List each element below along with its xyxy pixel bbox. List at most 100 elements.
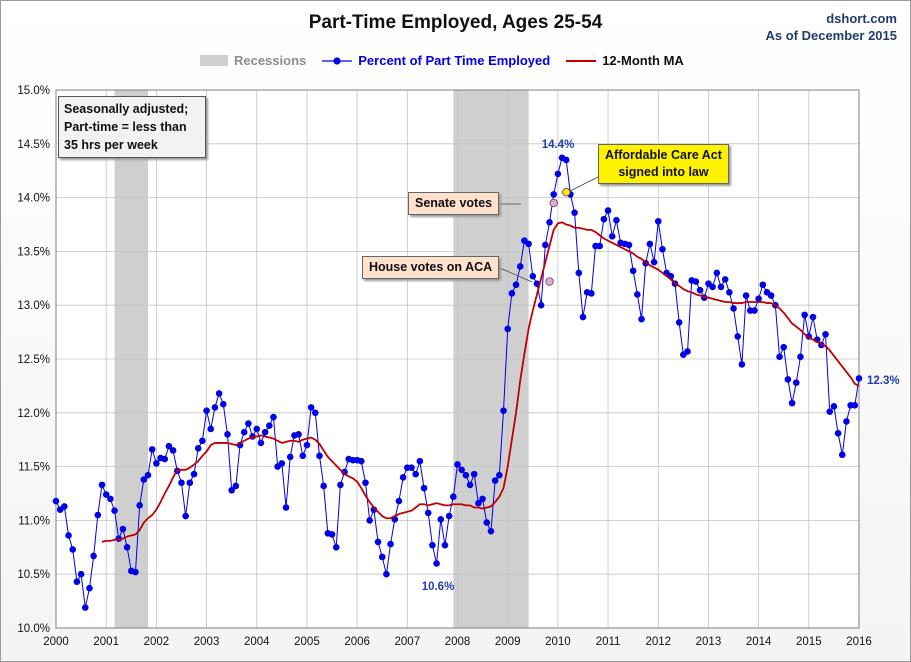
y-tick-label: 14.5% [17,139,50,151]
y-tick-label: 13.0% [17,300,50,312]
data-point [253,425,261,433]
y-tick-label: 12.5% [17,354,50,366]
data-point [433,560,440,567]
data-point [441,541,449,549]
data-point [362,479,369,487]
data-point [721,276,729,283]
data-point [136,502,143,509]
data-point [529,272,537,280]
data-point [759,281,767,289]
data-point [838,451,846,459]
data-point [608,233,616,240]
data-point [424,509,432,517]
data-point [81,604,89,611]
data-point [730,305,737,312]
y-tick-label: 10.0% [17,623,50,635]
data-point [312,409,319,417]
note-line-1: Seasonally adjusted; [64,102,189,116]
data-point [659,245,666,253]
data-point [199,437,206,445]
data-point [504,325,511,333]
data-point [295,431,302,438]
data-point [625,241,633,249]
data-point [596,242,603,250]
data-point [148,446,156,453]
x-tick-labels: 2000 2001 2002 2003 2004 2005 2006 2007 2008 2009… [43,636,872,648]
data-point [190,470,198,478]
house-votes-callout: House votes on ACA [362,256,500,279]
data-point [123,544,131,551]
data-point [500,407,507,414]
data-point [675,319,683,326]
data-point [809,313,817,321]
data-point [73,578,81,586]
x-tick-label: 2001 [93,636,119,648]
event-markers [545,188,571,286]
data-point [851,401,859,409]
data-point [228,486,235,494]
data-point [742,292,750,299]
data-point [684,348,691,355]
x-tick-label: 2003 [194,636,220,648]
data-point [178,479,185,487]
data-point [144,471,152,479]
x-tick-label: 2007 [395,636,421,648]
data-point [219,400,227,408]
data-point [337,481,344,489]
aca-signed-callout: Affordable Care Act signed into law [598,144,729,184]
data-point [788,399,796,407]
data-point [303,441,311,449]
data-point [604,207,612,214]
data-point [692,278,700,285]
data-point [822,330,829,338]
y-tick-label: 14.0% [17,193,50,205]
data-point [86,584,93,592]
data-point [562,156,570,164]
data-point [458,466,465,474]
data-point [483,519,491,526]
x-tick-label: 2012 [645,636,671,648]
source-date: As of December 2015 [765,28,897,43]
data-point [232,482,240,490]
data-point [550,191,557,198]
house-vote-marker [545,277,554,286]
aca-line-1: Affordable Care Act [605,148,722,162]
data-point [257,439,265,447]
note-line-2: Part-time = less than [64,120,187,134]
data-point [738,361,746,368]
senate-votes-callout: Senate votes [408,192,500,215]
last-value-label: 12.3% [867,375,900,387]
data-point [470,470,478,478]
data-point [111,507,118,515]
data-point [378,553,386,561]
data-point [387,540,394,548]
data-point [445,512,453,520]
data-point [408,464,415,471]
data-point [826,408,834,416]
data-point [487,527,495,535]
data-point [713,269,721,277]
y-tick-label: 12.0% [17,408,50,420]
data-point [830,403,838,410]
x-tick-label: 2006 [344,636,370,648]
data-point [646,240,654,248]
data-point [717,283,725,291]
data-point [374,538,382,546]
data-point [575,269,583,277]
y-tick-label: 10.5% [17,569,50,581]
series-percent-part-time [52,154,863,611]
y-tick-labels: 10.0% 10.5% 11.0% 11.5% 12.0% 12.5% 13.0% 13.5%… [17,85,50,635]
data-point [282,504,290,511]
data-point [542,241,549,249]
annotations: 14.4% 10.6% 12.3% [422,139,900,593]
data-point [843,418,850,425]
data-point [182,512,189,520]
data-point [77,570,85,578]
aca-leader-line [567,175,601,193]
data-point [767,292,775,299]
data-point [61,503,68,510]
note-line-3: 35 hrs per week [64,138,158,152]
data-point [588,290,595,297]
x-tick-label: 2011 [596,636,621,648]
data-point [437,516,445,523]
